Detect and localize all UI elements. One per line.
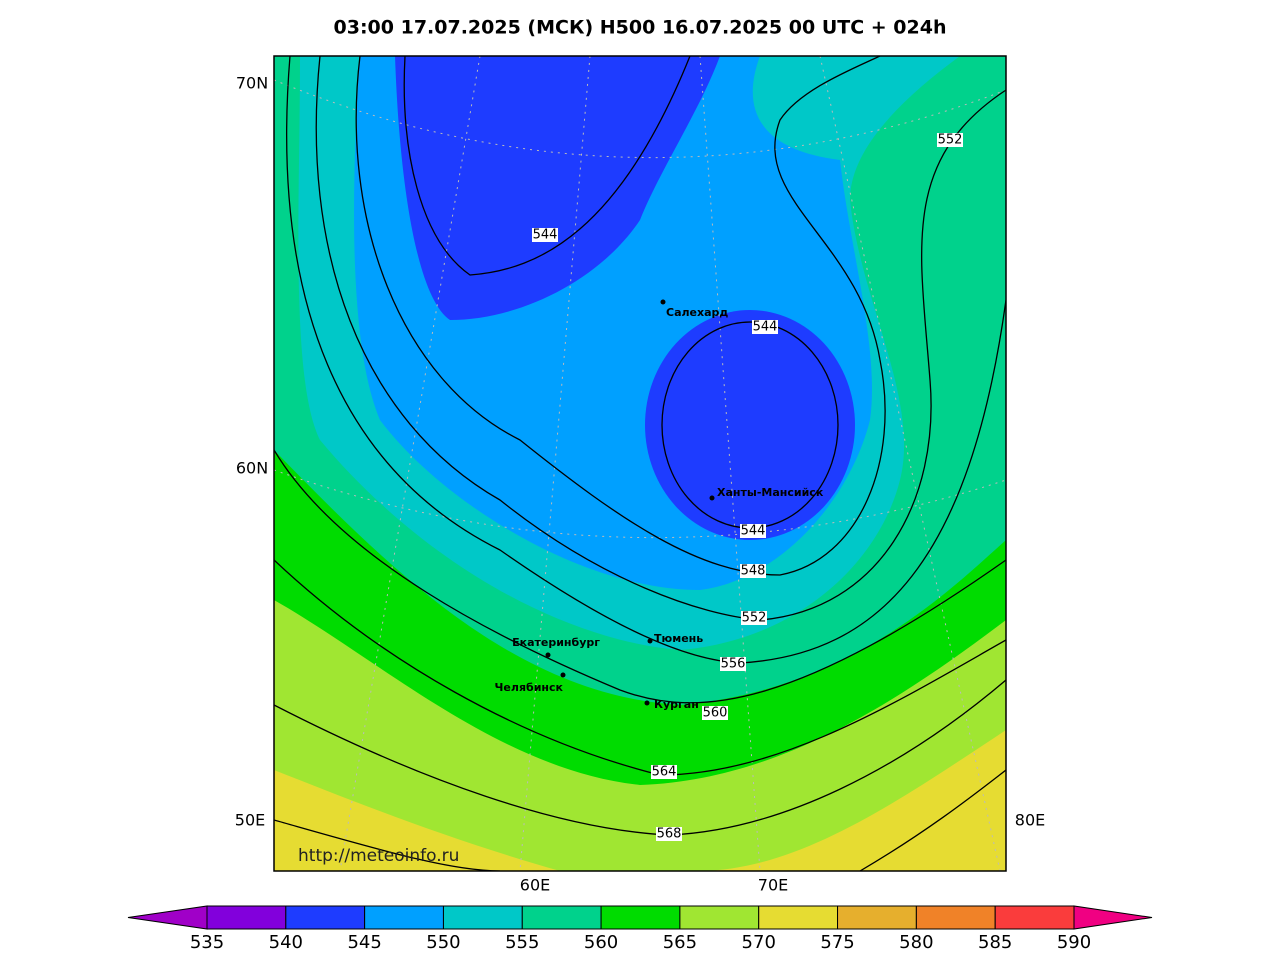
city-dot: [560, 672, 566, 678]
colorbar-label: 565: [663, 932, 697, 953]
colorbar-swatch: [364, 905, 444, 930]
colorbar-high: [1073, 905, 1153, 930]
contour-label: 568: [657, 827, 682, 842]
source-url: http://meteoinfo.ru: [298, 846, 459, 866]
band-540: [395, 56, 720, 320]
title: 03:00 17.07.2025 (МСК) H500 16.07.2025 0…: [334, 17, 947, 39]
colorbar-label: 560: [584, 932, 618, 953]
colorbar-label: 575: [820, 932, 854, 953]
contour-label: 544: [741, 524, 766, 539]
contour-label: 560: [703, 706, 728, 721]
contour-label-bg: [720, 657, 746, 671]
colorbar-swatch: [285, 905, 366, 930]
contour-label: 548: [741, 564, 766, 579]
colorbar-swatch: [679, 905, 760, 930]
city-dot: [644, 700, 650, 706]
contour-label: 564: [652, 765, 677, 780]
city-label: Екатеринбург: [512, 636, 600, 649]
colorbar-swatch: [521, 905, 602, 930]
contour-label-bg: [651, 765, 677, 779]
contour-label-bg: [741, 611, 767, 625]
city-label: Челябинск: [495, 681, 564, 694]
lon-label: 60E: [520, 876, 550, 895]
colorbar-low: [127, 905, 208, 930]
colorbar-label: 555: [505, 932, 539, 953]
graticule: [274, 56, 1006, 871]
city-dot: [660, 299, 666, 305]
colorbar-swatch: [442, 905, 523, 930]
lat-label: 60N: [236, 459, 268, 478]
contour-label-bg: [702, 706, 728, 720]
colorbar-swatch: [915, 905, 996, 930]
map-frame: [273, 55, 1007, 872]
contour-label: 544: [753, 320, 778, 335]
contour-label-bg: [740, 564, 766, 578]
map-fill: [274, 56, 1006, 871]
lon-label: 80E: [1015, 811, 1045, 830]
city-dot: [709, 495, 715, 501]
contour-label-bg: [752, 320, 778, 334]
contour-label: 552: [742, 611, 767, 626]
colorbar-label: 540: [269, 932, 303, 953]
contour-label: 544: [533, 228, 558, 243]
contour-label: 552: [938, 133, 963, 148]
colorbar-label: 590: [1057, 932, 1091, 953]
lon-label: 70E: [758, 876, 788, 895]
colorbar-swatch: [837, 905, 917, 930]
contour-label: 556: [721, 657, 746, 672]
contour-label-bg: [937, 133, 963, 147]
city-label: Курган: [654, 698, 699, 711]
lat-label: 50E: [235, 811, 265, 830]
colorbar-swatch: [600, 905, 681, 930]
colorbar-swatch: [758, 905, 839, 930]
colorbar-swatch: [206, 905, 287, 930]
city-label: Ханты-Мансийск: [717, 486, 824, 499]
colorbar-label: 550: [426, 932, 460, 953]
contour-label-bg: [740, 524, 766, 538]
city-dot: [647, 638, 653, 644]
city-label: Тюмень: [654, 632, 703, 645]
colorbar-label: 535: [190, 932, 224, 953]
contour-label-bg: [532, 228, 558, 242]
contour-label-bg: [656, 827, 682, 841]
lat-label: 70N: [236, 74, 268, 93]
colorbar-label: 545: [347, 932, 381, 953]
colorbar-swatch: [994, 905, 1075, 930]
city-label: Салехард: [666, 306, 728, 319]
city-dot: [545, 652, 551, 658]
colorbar-label: 585: [978, 932, 1012, 953]
low-core: [645, 310, 855, 540]
colorbar-label: 570: [742, 932, 776, 953]
colorbar-label: 580: [899, 932, 933, 953]
